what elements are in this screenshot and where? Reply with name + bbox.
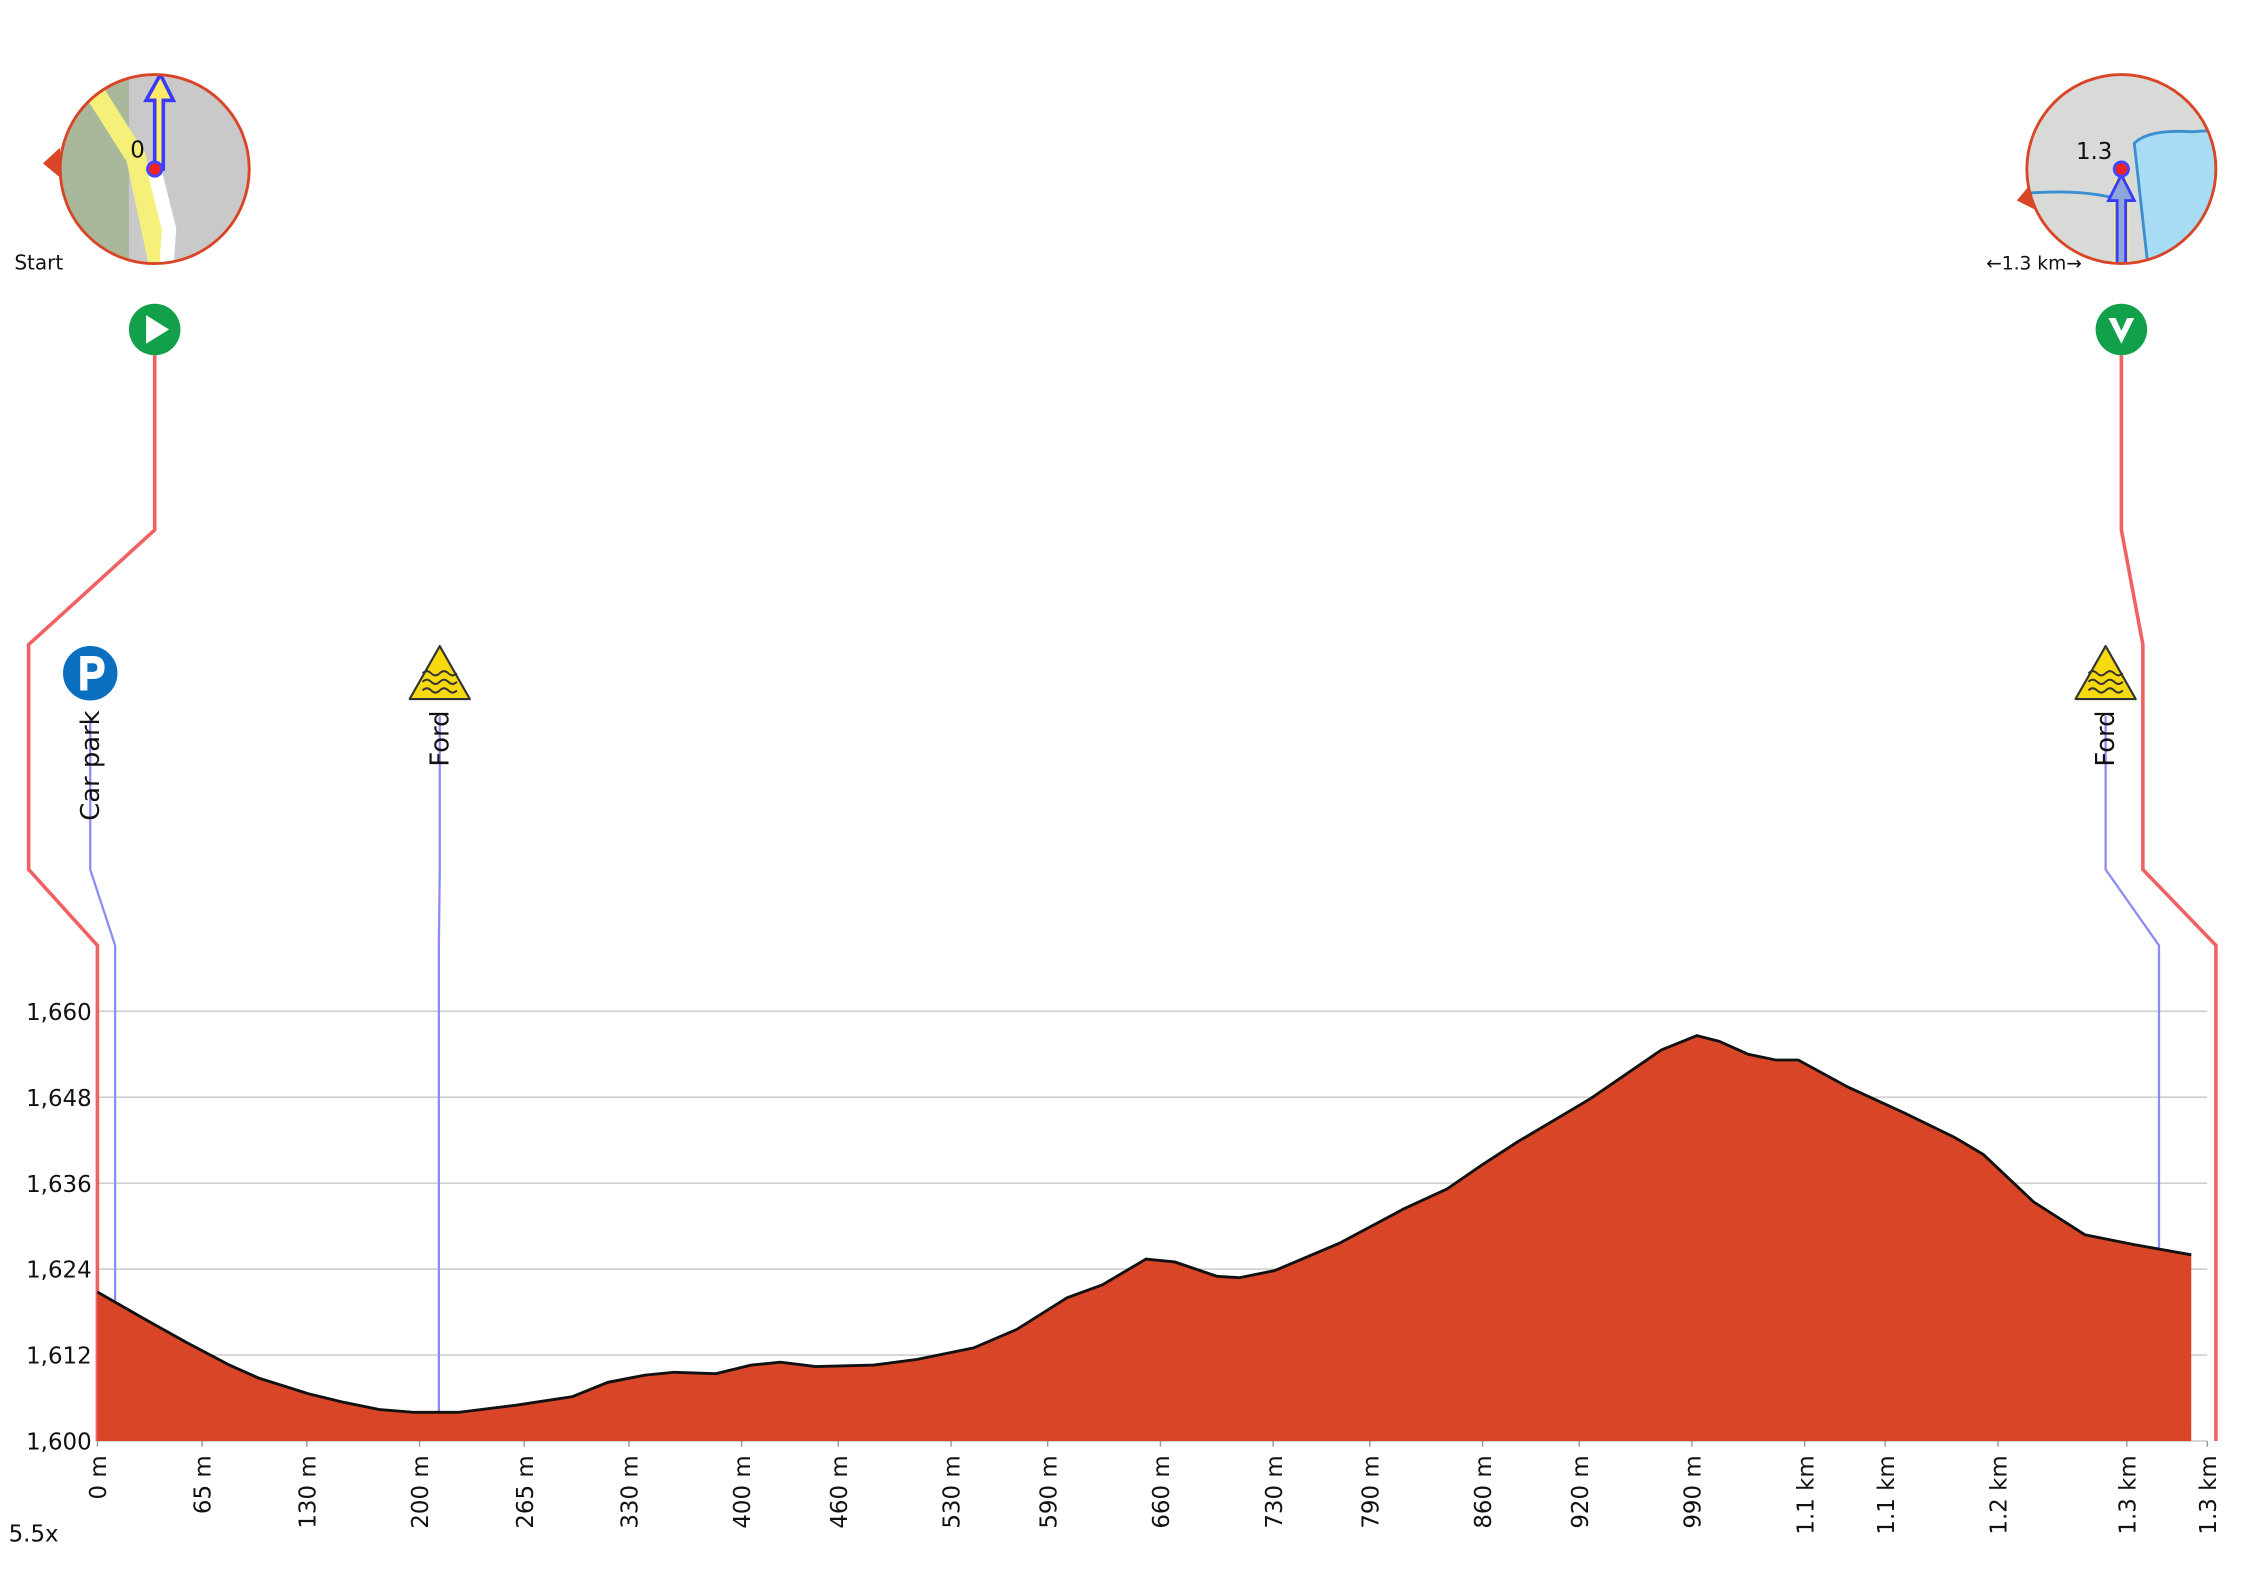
x-tick-label: 200 m <box>408 1455 434 1528</box>
finish-map[interactable]: 1.3 <box>2017 72 2235 273</box>
x-tick-label: 65 m <box>191 1455 217 1514</box>
y-tick-label: 1,600 <box>26 1430 92 1456</box>
x-tick-label: 730 m <box>1262 1455 1288 1528</box>
start-label: Start <box>14 250 63 274</box>
x-tick-label: 130 m <box>295 1455 321 1528</box>
x-tick-label: 1.3 km <box>2115 1455 2141 1534</box>
y-tick-label: 1,624 <box>26 1258 92 1284</box>
ford-icon <box>410 646 470 699</box>
start-icon <box>129 304 181 356</box>
y-tick-label: 1,660 <box>26 1000 92 1026</box>
map-point <box>148 162 162 176</box>
annotation-label: Ford <box>425 710 455 766</box>
x-tick-label: 460 m <box>827 1455 853 1528</box>
x-tick-label: 0 m <box>86 1455 112 1499</box>
annotation-pole <box>439 716 440 1412</box>
y-tick-label: 1,636 <box>26 1172 92 1198</box>
x-tick-label: 265 m <box>513 1455 539 1528</box>
x-tick-label: 1.3 km <box>2196 1455 2222 1534</box>
y-tick-label: 1,612 <box>26 1344 92 1370</box>
x-tick-label: 990 m <box>1681 1455 1707 1528</box>
ford-icon <box>2076 646 2136 699</box>
map-water <box>2134 129 2234 272</box>
map-label: 1.3 <box>2076 139 2112 165</box>
annotation-pole <box>2106 716 2159 1249</box>
map-label: 0 <box>130 138 145 164</box>
x-tick-label: 1.1 km <box>1793 1455 1819 1534</box>
parking-icon <box>62 645 119 702</box>
map-pointer <box>43 148 60 178</box>
start-map[interactable]: 0 <box>43 72 258 273</box>
x-tick-label: 860 m <box>1471 1455 1497 1528</box>
x-tick-label: 790 m <box>1358 1455 1384 1528</box>
annotation-label: Ford <box>2091 710 2121 766</box>
x-tick-label: 590 m <box>1036 1455 1062 1528</box>
x-tick-label: 530 m <box>940 1455 966 1528</box>
map-point <box>2114 162 2128 176</box>
x-tick-label: 330 m <box>618 1455 644 1528</box>
annotation-label: Car park <box>76 710 106 820</box>
y-tick-label: 1,648 <box>26 1086 92 1112</box>
x-tick-label: 400 m <box>730 1455 756 1528</box>
scale-label: ←1.3 km→ <box>1986 253 2082 274</box>
x-tick-label: 660 m <box>1149 1455 1175 1528</box>
elevation-profile: 1,600 1,612 1,624 1,636 1,648 1,660 0 m 65 m 130… <box>0 0 2246 1588</box>
finish-icon <box>2096 304 2148 356</box>
x-tick-label: 920 m <box>1568 1455 1594 1528</box>
x-tick-label: 1.2 km <box>1987 1455 2013 1534</box>
x-tick-label: 1.1 km <box>1874 1455 1900 1534</box>
zoom-label: 5.5x <box>9 1521 59 1547</box>
